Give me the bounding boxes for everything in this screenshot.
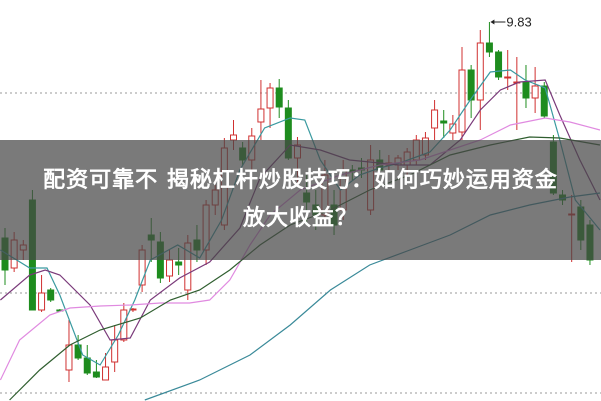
candle-down [275,87,283,108]
high-price-label: 9.83 [506,15,531,30]
candle-up [102,366,110,381]
candle-down [440,120,448,124]
candle-up [458,69,466,133]
headline-line-2: 放大收益？ [242,206,358,231]
arrow-head-icon [490,19,495,25]
candle-up [504,76,512,79]
candle-down [540,85,548,117]
candle-down [522,81,530,99]
candle-up [476,42,484,101]
candle-up [266,87,274,109]
candle-down [495,51,503,78]
moving-average-line [0,69,601,366]
candle-up [531,85,539,99]
candle-down [47,289,55,301]
candle-down [92,371,100,378]
headline-line-1: 配资可靠不 揭秘杠杆炒股技巧：如何巧妙运用资金 [43,168,558,193]
candle-up [120,309,128,341]
candle-up [38,292,46,311]
headline-banner: 配资可靠不 揭秘杠杆炒股技巧：如何巧妙运用资金 放大收益？ [0,140,601,260]
candle-down [485,42,493,53]
candle-up [449,123,457,134]
candle-up [166,259,174,277]
candle-up [257,108,265,123]
candle-down [467,69,475,101]
candle-down [175,261,183,266]
candle-up [65,344,73,371]
candle-down [83,357,91,374]
candle-up [431,109,439,129]
